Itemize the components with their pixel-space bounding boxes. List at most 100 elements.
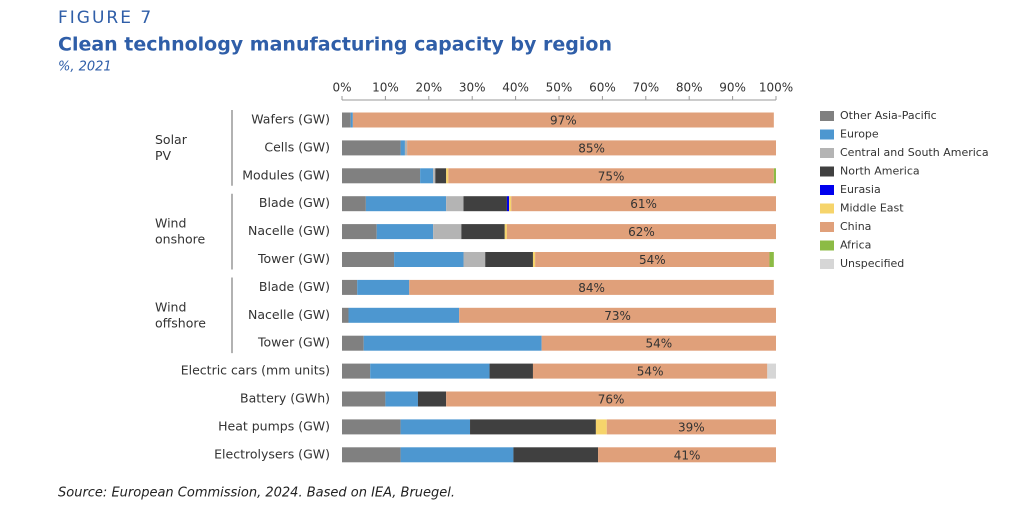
group-label-line: Solar <box>155 131 188 146</box>
category-label: Tower (GW) <box>257 335 330 350</box>
bar-segment <box>446 391 776 407</box>
bar-segment <box>459 307 776 323</box>
group-label-line: Wind <box>155 215 186 230</box>
x-tick-label: 60% <box>589 81 616 95</box>
bar-segment <box>407 140 776 156</box>
legend-label: Eurasia <box>840 183 881 196</box>
value-label: 84% <box>578 281 605 295</box>
value-label: 41% <box>674 448 701 462</box>
category-label: Electrolysers (GW) <box>214 446 330 461</box>
bar-segment <box>506 196 510 212</box>
bar-segment <box>433 168 436 184</box>
category-label: Blade (GW) <box>259 279 330 294</box>
group-label: Solar PV <box>155 131 188 162</box>
bar-segment <box>417 391 447 407</box>
chart-title: Clean technology manufacturing capacity … <box>58 34 612 56</box>
bar-segment <box>370 363 490 379</box>
legend-label: Middle East <box>840 202 904 215</box>
bar-segment <box>506 224 776 240</box>
bar-segment <box>509 196 512 212</box>
x-tick-label: 20% <box>415 81 442 95</box>
bar-segment <box>400 447 514 463</box>
bar-segment <box>342 252 395 267</box>
category-label: Electric cars (mm units) <box>181 363 330 378</box>
value-label: 75% <box>598 169 625 183</box>
value-label: 62% <box>628 225 655 239</box>
bar-segment <box>342 363 371 379</box>
bar-segment <box>420 168 434 184</box>
legend-label: Other Asia-Pacific <box>840 109 937 122</box>
legend-swatch <box>820 111 834 121</box>
legend-label: Unspecified <box>840 257 904 270</box>
group-label-line: offshore <box>155 315 206 330</box>
value-label: 76% <box>598 393 625 407</box>
bar-segment <box>463 252 486 267</box>
bar-segment <box>513 447 599 463</box>
legend-swatch <box>820 185 834 195</box>
bar-segment <box>470 419 596 435</box>
value-label: 54% <box>639 253 666 267</box>
category-label: Tower (GW) <box>257 251 330 266</box>
category-label: Heat pumps (GW) <box>218 418 330 433</box>
bar-segment <box>461 224 505 240</box>
category-label: Battery (GWh) <box>240 391 330 406</box>
bar-segment <box>348 307 460 323</box>
bar-segment <box>342 335 364 351</box>
legend-swatch <box>820 148 834 158</box>
bar-segment <box>448 168 774 184</box>
bar-segment <box>767 363 776 379</box>
group-label-line: onshore <box>155 231 206 246</box>
x-tick-label: 50% <box>546 81 573 95</box>
value-label: 54% <box>645 337 672 351</box>
x-tick-label: 80% <box>676 81 703 95</box>
bar-segment <box>357 279 410 295</box>
bar-segment <box>606 419 776 435</box>
bar-segment <box>446 168 449 184</box>
x-tick-label: 40% <box>502 81 529 95</box>
value-label: 73% <box>604 309 631 323</box>
group-label-line: Wind <box>155 299 186 314</box>
x-tick-label: 0% <box>332 81 351 95</box>
bar-segment <box>350 112 353 128</box>
bar-segment <box>489 363 533 379</box>
category-label: Cells (GW) <box>264 139 330 154</box>
bar-segment <box>400 419 471 435</box>
bar-segment <box>342 196 366 212</box>
legend-swatch <box>820 259 834 269</box>
bar-segment <box>342 140 401 156</box>
bar-segment <box>363 335 542 351</box>
group-label: Wind onshore <box>155 215 206 246</box>
bar-segment <box>446 196 464 212</box>
value-label: 54% <box>637 365 664 379</box>
group-label: Wind offshore <box>155 299 206 330</box>
x-tick-label: 70% <box>632 81 659 95</box>
bar-segment <box>342 279 358 295</box>
value-label: 85% <box>578 141 605 155</box>
legend-label: Central and South America <box>840 146 989 159</box>
value-label: 61% <box>630 197 657 211</box>
x-tick-label: 30% <box>459 81 486 95</box>
bar-segment <box>511 196 776 212</box>
x-tick-label: 90% <box>719 81 746 95</box>
bar-segment <box>342 307 349 323</box>
legend-swatch <box>820 166 834 177</box>
figure-label: FIGURE 7 <box>58 8 153 28</box>
bar-segment <box>342 168 421 184</box>
bar-segment <box>532 363 768 379</box>
bar-segment <box>342 391 386 407</box>
bar-segment <box>541 335 776 351</box>
bar-segment <box>535 252 770 267</box>
bar-segment <box>463 196 507 212</box>
bar-segment <box>352 112 774 128</box>
bar-segment <box>404 140 408 156</box>
x-tick-label: 10% <box>372 81 399 95</box>
category-label: Modules (GW) <box>242 167 330 182</box>
legend-swatch <box>820 222 834 232</box>
bar-segment <box>342 447 401 463</box>
value-label: 97% <box>550 114 577 128</box>
bar-segment <box>400 140 405 156</box>
legend-label: China <box>840 220 871 233</box>
category-label: Nacelle (GW) <box>248 223 330 238</box>
